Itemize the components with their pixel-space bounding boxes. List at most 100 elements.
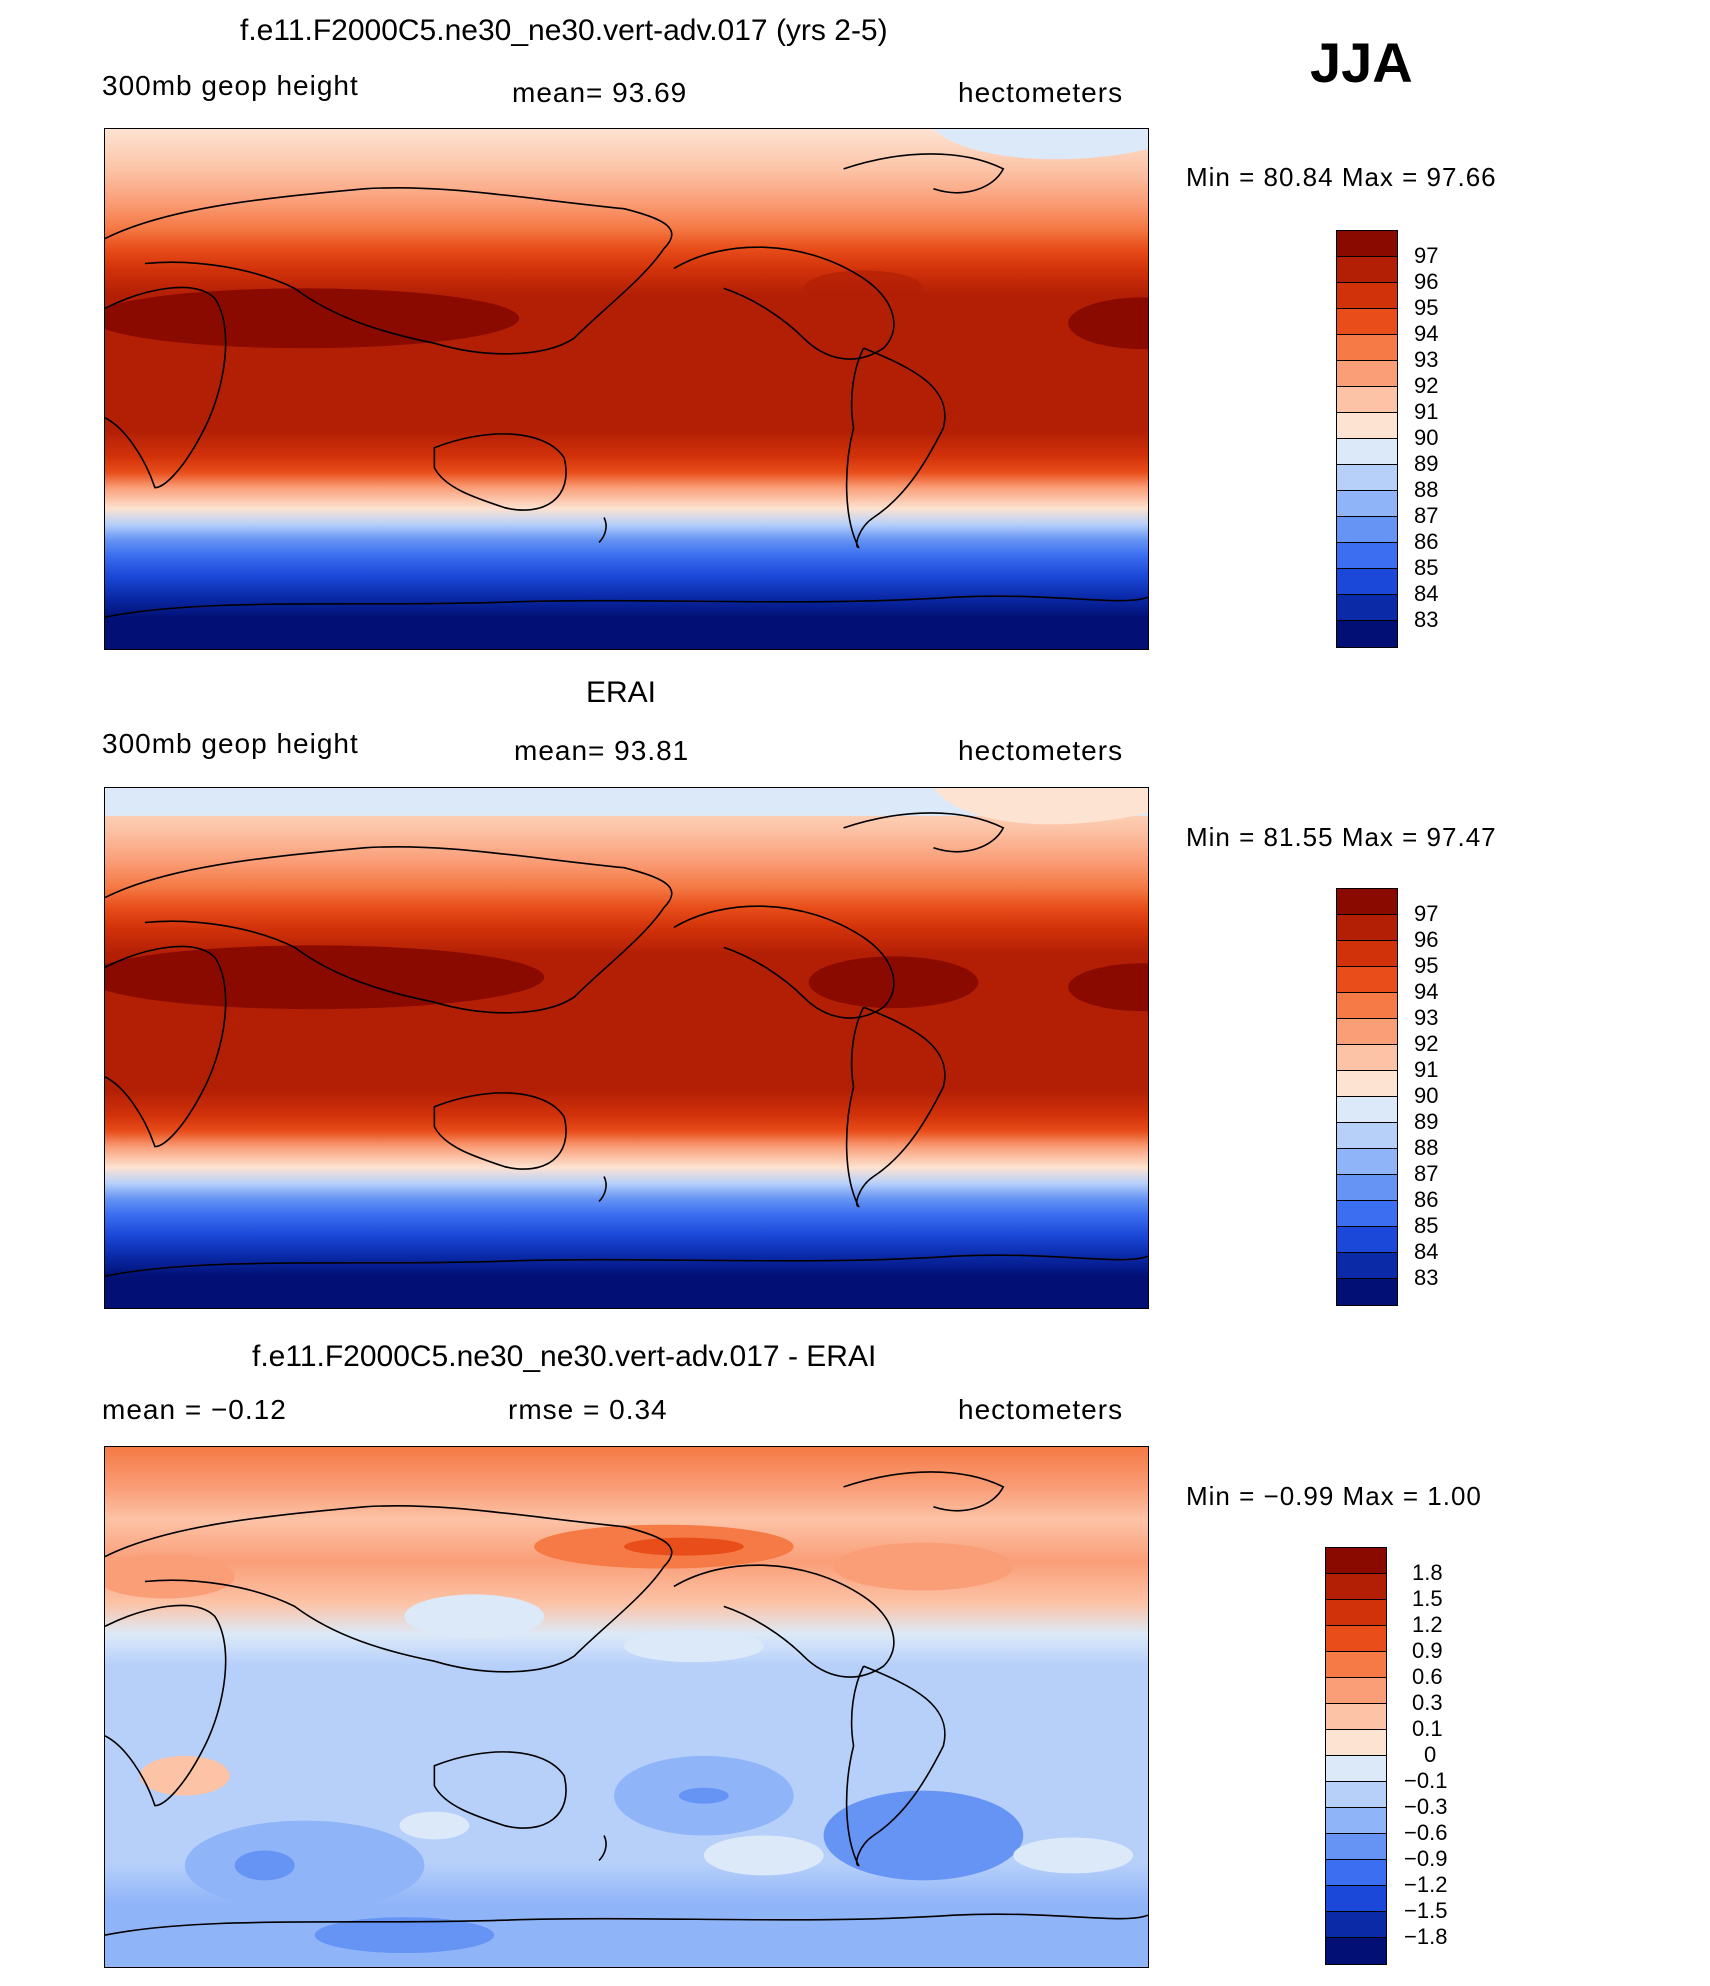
panel-1-colorbar-cell: [1337, 595, 1397, 621]
panel-2-title: ERAI: [586, 676, 657, 709]
panel-1-colorbar-cell: [1337, 543, 1397, 569]
panel-1-colorbar-tick-label: 93: [1414, 347, 1439, 372]
panel-1-colorbar-cell: [1337, 465, 1397, 491]
panel-2-coastlines: [105, 812, 1148, 1277]
panel-3-colorbar-cell: [1326, 1626, 1386, 1652]
panel-3-colorbar-cell: [1326, 1756, 1386, 1782]
panel-1-colorbar-cell: [1337, 491, 1397, 517]
panel-3-colorbar-cell: [1326, 1704, 1386, 1730]
panel-1-contour-field: [105, 129, 1148, 649]
panel-1-colorbar-cell: [1337, 413, 1397, 439]
panel-1-colorbar-tick-label: 85: [1414, 555, 1439, 580]
panel-1-colorbar-cell: [1337, 569, 1397, 595]
panel-1-colorbar-cell: [1337, 257, 1397, 283]
panel-3-colorbar-cell: [1326, 1834, 1386, 1860]
panel-3-colorbar-cell: [1326, 1678, 1386, 1704]
panel-3-colorbar-cell: [1326, 1548, 1386, 1574]
panel-2-colorbar-tick-label: 93: [1414, 1005, 1439, 1030]
panel-3-colorbar-tick-label: 0.6: [1412, 1664, 1443, 1689]
panel-3-colorbar-cell: [1326, 1782, 1386, 1808]
panel-1-title: f.e11.F2000C5.ne30_ne30.vert-adv.017 (yr…: [240, 14, 888, 47]
panel-3-mean-label: mean = −0.12: [102, 1394, 287, 1425]
panel-3-colorbar-tick-label: −1.5: [1404, 1898, 1448, 1923]
panel-1-colorbar-tick-label: 95: [1414, 295, 1439, 320]
panel-2-colorbar-tick-label: 88: [1414, 1135, 1439, 1160]
panel-2-colorbar-tick-label: 95: [1414, 953, 1439, 978]
panel-2-colorbar-cell: [1337, 941, 1397, 967]
panel-1-colorbar-tick-label: 86: [1414, 529, 1439, 554]
panel-1-colorbar-cell: [1337, 335, 1397, 361]
panel-2-colorbar-tick-label: 86: [1414, 1187, 1439, 1212]
panel-3-colorbar-cell: [1326, 1886, 1386, 1912]
panel-1-variable-label: 300mb geop height: [102, 70, 359, 101]
panel-1-colorbar-tick-label: 83: [1414, 607, 1439, 632]
panel-3-colorbar-tick-label: 1.8: [1412, 1560, 1443, 1585]
panel-2-colorbar-cell: [1337, 1045, 1397, 1071]
panel-2-colorbar-tick-label: 96: [1414, 927, 1439, 952]
panel-2-colorbar-tick-label: 91: [1414, 1057, 1439, 1082]
panel-1-map: [104, 128, 1149, 650]
panel-3-colorbar-tick-label: 1.5: [1412, 1586, 1443, 1611]
panel-1-colorbar-tick-label: 88: [1414, 477, 1439, 502]
panel-3-colorbar-tick-label: 0: [1424, 1742, 1437, 1767]
panel-2-colorbar-cell: [1337, 1097, 1397, 1123]
panel-3-colorbar-tick-label: −0.9: [1404, 1846, 1448, 1871]
panel-3-colorbar-tick-label: 0.1: [1412, 1716, 1443, 1741]
panel-2-colorbar-cell: [1337, 1279, 1397, 1305]
panel-3-colorbar-cell: [1326, 1860, 1386, 1886]
panel-1-colorbar-tick-label: 89: [1414, 451, 1439, 476]
panel-2-colorbar-tick-label: 92: [1414, 1031, 1439, 1056]
panel-2-colorbar-tick-label: 87: [1414, 1161, 1439, 1186]
panel-2-colorbar-cell: [1337, 1019, 1397, 1045]
panel-3-colorbar-tick-label: −1.2: [1404, 1872, 1448, 1897]
panel-3-title: f.e11.F2000C5.ne30_ne30.vert-adv.017 - E…: [252, 1340, 877, 1373]
panel-3-colorbar-cell: [1326, 1938, 1386, 1964]
panel-3-colorbar-cell: [1326, 1912, 1386, 1938]
panel-2-colorbar-tick-label: 84: [1414, 1239, 1439, 1264]
panel-3-colorbar-cell: [1326, 1574, 1386, 1600]
panel-3-minmax: Min = −0.99 Max = 1.00: [1186, 1481, 1482, 1511]
panel-3-colorbar: [1325, 1547, 1387, 1965]
panel-2-colorbar-cell: [1337, 1227, 1397, 1253]
panel-2-minmax: Min = 81.55 Max = 97.47: [1186, 822, 1497, 852]
panel-2-colorbar-cell: [1337, 1201, 1397, 1227]
panel-2-colorbar-tick-label: 90: [1414, 1083, 1439, 1108]
panel-1-colorbar-tick-label: 87: [1414, 503, 1439, 528]
panel-2-colorbar-cell: [1337, 993, 1397, 1019]
panel-2-mean-label: mean= 93.81: [514, 735, 690, 766]
panel-3-colorbar-cell: [1326, 1652, 1386, 1678]
panel-3-colorbar-tick-label: 0.9: [1412, 1638, 1443, 1663]
panel-1-colorbar-cell: [1337, 231, 1397, 257]
panel-3-colorbar-tick-label: −0.3: [1404, 1794, 1448, 1819]
panel-2-variable-label: 300mb geop height: [102, 728, 359, 759]
panel-2-colorbar-cell: [1337, 889, 1397, 915]
panel-1-colorbar-tick-label: 84: [1414, 581, 1439, 606]
panel-3-colorbar-cell: [1326, 1730, 1386, 1756]
panel-1-colorbar-cell: [1337, 283, 1397, 309]
panel-2-colorbar-tick-label: 83: [1414, 1265, 1439, 1290]
panel-3-colorbar-tick-label: −1.8: [1404, 1924, 1448, 1949]
panel-2-colorbar-cell: [1337, 1123, 1397, 1149]
panel-1-mean-label: mean= 93.69: [512, 77, 688, 108]
panel-2-colorbar-cell: [1337, 1253, 1397, 1279]
panel-1-coastlines: [105, 153, 1148, 618]
panel-1-colorbar-tick-label: 97: [1414, 243, 1439, 268]
panel-2-colorbar-cell: [1337, 915, 1397, 941]
panel-3-colorbar-cell: [1326, 1808, 1386, 1834]
panel-1-colorbar-cell: [1337, 517, 1397, 543]
panel-2-colorbar-cell: [1337, 1071, 1397, 1097]
panel-1-colorbar-tick-label: 96: [1414, 269, 1439, 294]
panel-3-contour-field: [105, 1447, 1148, 1967]
panel-3-colorbar-tick-label: 0.3: [1412, 1690, 1443, 1715]
season-label: JJA: [1310, 31, 1413, 94]
panel-1-minmax: Min = 80.84 Max = 97.66: [1186, 162, 1497, 192]
panel-1-colorbar-cell: [1337, 387, 1397, 413]
panel-3-colorbar-tick-label: −0.1: [1404, 1768, 1448, 1793]
panel-1-colorbar-tick-label: 94: [1414, 321, 1439, 346]
panel-3-coastlines: [105, 1471, 1148, 1936]
panel-1-colorbar-cell: [1337, 361, 1397, 387]
panel-1-colorbar-tick-label: 91: [1414, 399, 1439, 424]
panel-2-map: [104, 787, 1149, 1309]
panel-1-colorbar-cell: [1337, 621, 1397, 647]
panel-3-map: [104, 1446, 1149, 1968]
